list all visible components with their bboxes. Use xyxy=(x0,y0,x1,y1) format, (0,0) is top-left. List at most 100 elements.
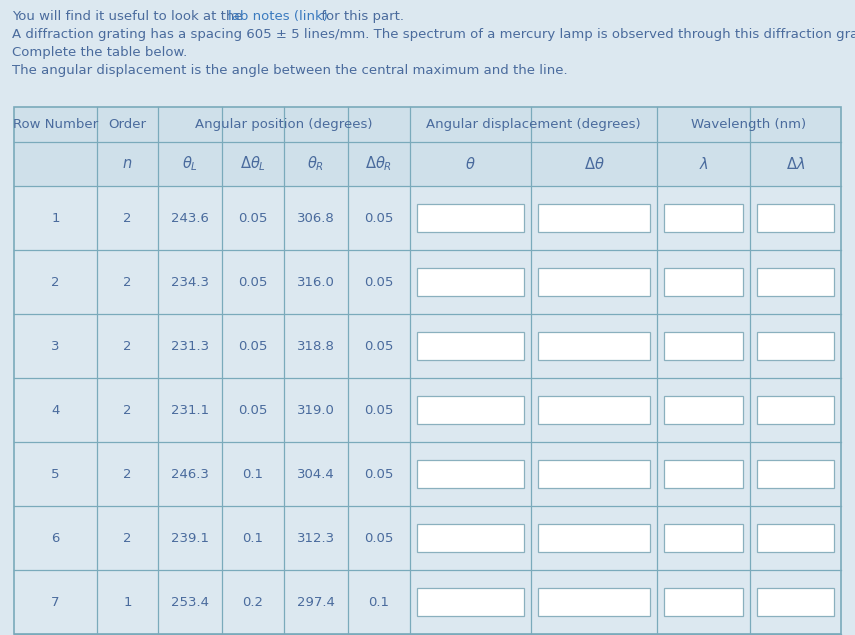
Bar xyxy=(538,332,650,360)
Text: 0.1: 0.1 xyxy=(243,531,263,544)
Text: 234.3: 234.3 xyxy=(171,276,209,288)
Bar xyxy=(14,186,841,250)
Text: 239.1: 239.1 xyxy=(171,531,209,544)
Bar xyxy=(757,268,834,296)
Bar xyxy=(664,525,743,552)
Text: 2: 2 xyxy=(123,211,132,225)
Text: The angular displacement is the angle between the central maximum and the line.: The angular displacement is the angle be… xyxy=(12,64,568,77)
Text: 3: 3 xyxy=(51,340,60,352)
Bar xyxy=(14,142,841,186)
Text: 2: 2 xyxy=(51,276,60,288)
Text: 2: 2 xyxy=(123,467,132,481)
Bar xyxy=(664,460,743,488)
Text: You will find it useful to look at the: You will find it useful to look at the xyxy=(12,10,247,23)
Bar xyxy=(14,250,841,314)
Bar xyxy=(538,204,650,232)
Text: 318.8: 318.8 xyxy=(297,340,335,352)
Bar xyxy=(14,314,841,378)
Text: $\theta_R$: $\theta_R$ xyxy=(308,155,325,173)
Text: $\theta_L$: $\theta_L$ xyxy=(182,155,198,173)
Bar xyxy=(14,107,841,634)
Text: 0.05: 0.05 xyxy=(239,211,268,225)
Text: 5: 5 xyxy=(51,467,60,481)
Text: 0.05: 0.05 xyxy=(364,276,393,288)
Text: 231.3: 231.3 xyxy=(171,340,209,352)
Text: 0.05: 0.05 xyxy=(364,211,393,225)
Bar xyxy=(757,460,834,488)
Text: $\Delta\lambda$: $\Delta\lambda$ xyxy=(786,156,805,172)
Text: $\theta$: $\theta$ xyxy=(465,156,476,172)
Bar xyxy=(757,588,834,616)
Text: 4: 4 xyxy=(51,403,60,417)
Bar xyxy=(664,396,743,424)
Text: 319.0: 319.0 xyxy=(297,403,335,417)
Text: A diffraction grating has a spacing 605 ± 5 lines/mm. The spectrum of a mercury : A diffraction grating has a spacing 605 … xyxy=(12,28,855,41)
Text: for this part.: for this part. xyxy=(317,10,404,23)
Bar xyxy=(757,525,834,552)
Text: Wavelength (nm): Wavelength (nm) xyxy=(692,118,806,131)
Text: $\Delta\theta_R$: $\Delta\theta_R$ xyxy=(365,155,392,173)
Text: 7: 7 xyxy=(51,596,60,608)
Text: 306.8: 306.8 xyxy=(298,211,335,225)
Text: 0.05: 0.05 xyxy=(239,340,268,352)
Text: 2: 2 xyxy=(123,276,132,288)
Text: 2: 2 xyxy=(123,340,132,352)
Text: 0.05: 0.05 xyxy=(239,403,268,417)
Bar xyxy=(417,525,524,552)
Bar xyxy=(538,588,650,616)
Bar xyxy=(417,268,524,296)
Bar xyxy=(417,332,524,360)
Bar xyxy=(664,332,743,360)
Text: Complete the table below.: Complete the table below. xyxy=(12,46,187,59)
Text: 246.3: 246.3 xyxy=(171,467,209,481)
Text: Angular displacement (degrees): Angular displacement (degrees) xyxy=(426,118,640,131)
Text: $\lambda$: $\lambda$ xyxy=(699,156,709,172)
Text: 316.0: 316.0 xyxy=(297,276,335,288)
Bar xyxy=(664,268,743,296)
Text: $\Delta\theta$: $\Delta\theta$ xyxy=(584,156,604,172)
Text: 2: 2 xyxy=(123,403,132,417)
Bar xyxy=(14,442,841,506)
Text: Order: Order xyxy=(109,118,146,131)
Text: 231.1: 231.1 xyxy=(171,403,209,417)
Text: 0.2: 0.2 xyxy=(243,596,263,608)
Text: 2: 2 xyxy=(123,531,132,544)
Text: 0.05: 0.05 xyxy=(364,340,393,352)
Text: Row Number: Row Number xyxy=(13,118,98,131)
Bar xyxy=(14,570,841,634)
Text: 304.4: 304.4 xyxy=(298,467,335,481)
Bar xyxy=(538,525,650,552)
Bar xyxy=(14,107,841,142)
Text: 312.3: 312.3 xyxy=(297,531,335,544)
Bar xyxy=(417,204,524,232)
Text: 253.4: 253.4 xyxy=(171,596,209,608)
Bar xyxy=(417,396,524,424)
Text: 0.05: 0.05 xyxy=(364,531,393,544)
Bar xyxy=(757,332,834,360)
Text: $n$: $n$ xyxy=(122,156,133,171)
Text: 243.6: 243.6 xyxy=(171,211,209,225)
Bar xyxy=(538,268,650,296)
Text: 0.1: 0.1 xyxy=(243,467,263,481)
Text: 6: 6 xyxy=(51,531,60,544)
Text: $\Delta\theta_L$: $\Delta\theta_L$ xyxy=(240,155,266,173)
Bar xyxy=(417,588,524,616)
Bar xyxy=(757,204,834,232)
Bar xyxy=(417,460,524,488)
Text: 0.05: 0.05 xyxy=(239,276,268,288)
Text: Angular position (degrees): Angular position (degrees) xyxy=(195,118,373,131)
Bar xyxy=(14,506,841,570)
Bar xyxy=(14,378,841,442)
Text: lab notes (link): lab notes (link) xyxy=(228,10,328,23)
Text: 0.1: 0.1 xyxy=(369,596,390,608)
Text: 297.4: 297.4 xyxy=(297,596,335,608)
Text: 0.05: 0.05 xyxy=(364,403,393,417)
Bar xyxy=(664,588,743,616)
Text: 1: 1 xyxy=(51,211,60,225)
Text: 1: 1 xyxy=(123,596,132,608)
Bar xyxy=(538,396,650,424)
Text: 0.05: 0.05 xyxy=(364,467,393,481)
Bar xyxy=(664,204,743,232)
Bar xyxy=(538,460,650,488)
Bar xyxy=(757,396,834,424)
